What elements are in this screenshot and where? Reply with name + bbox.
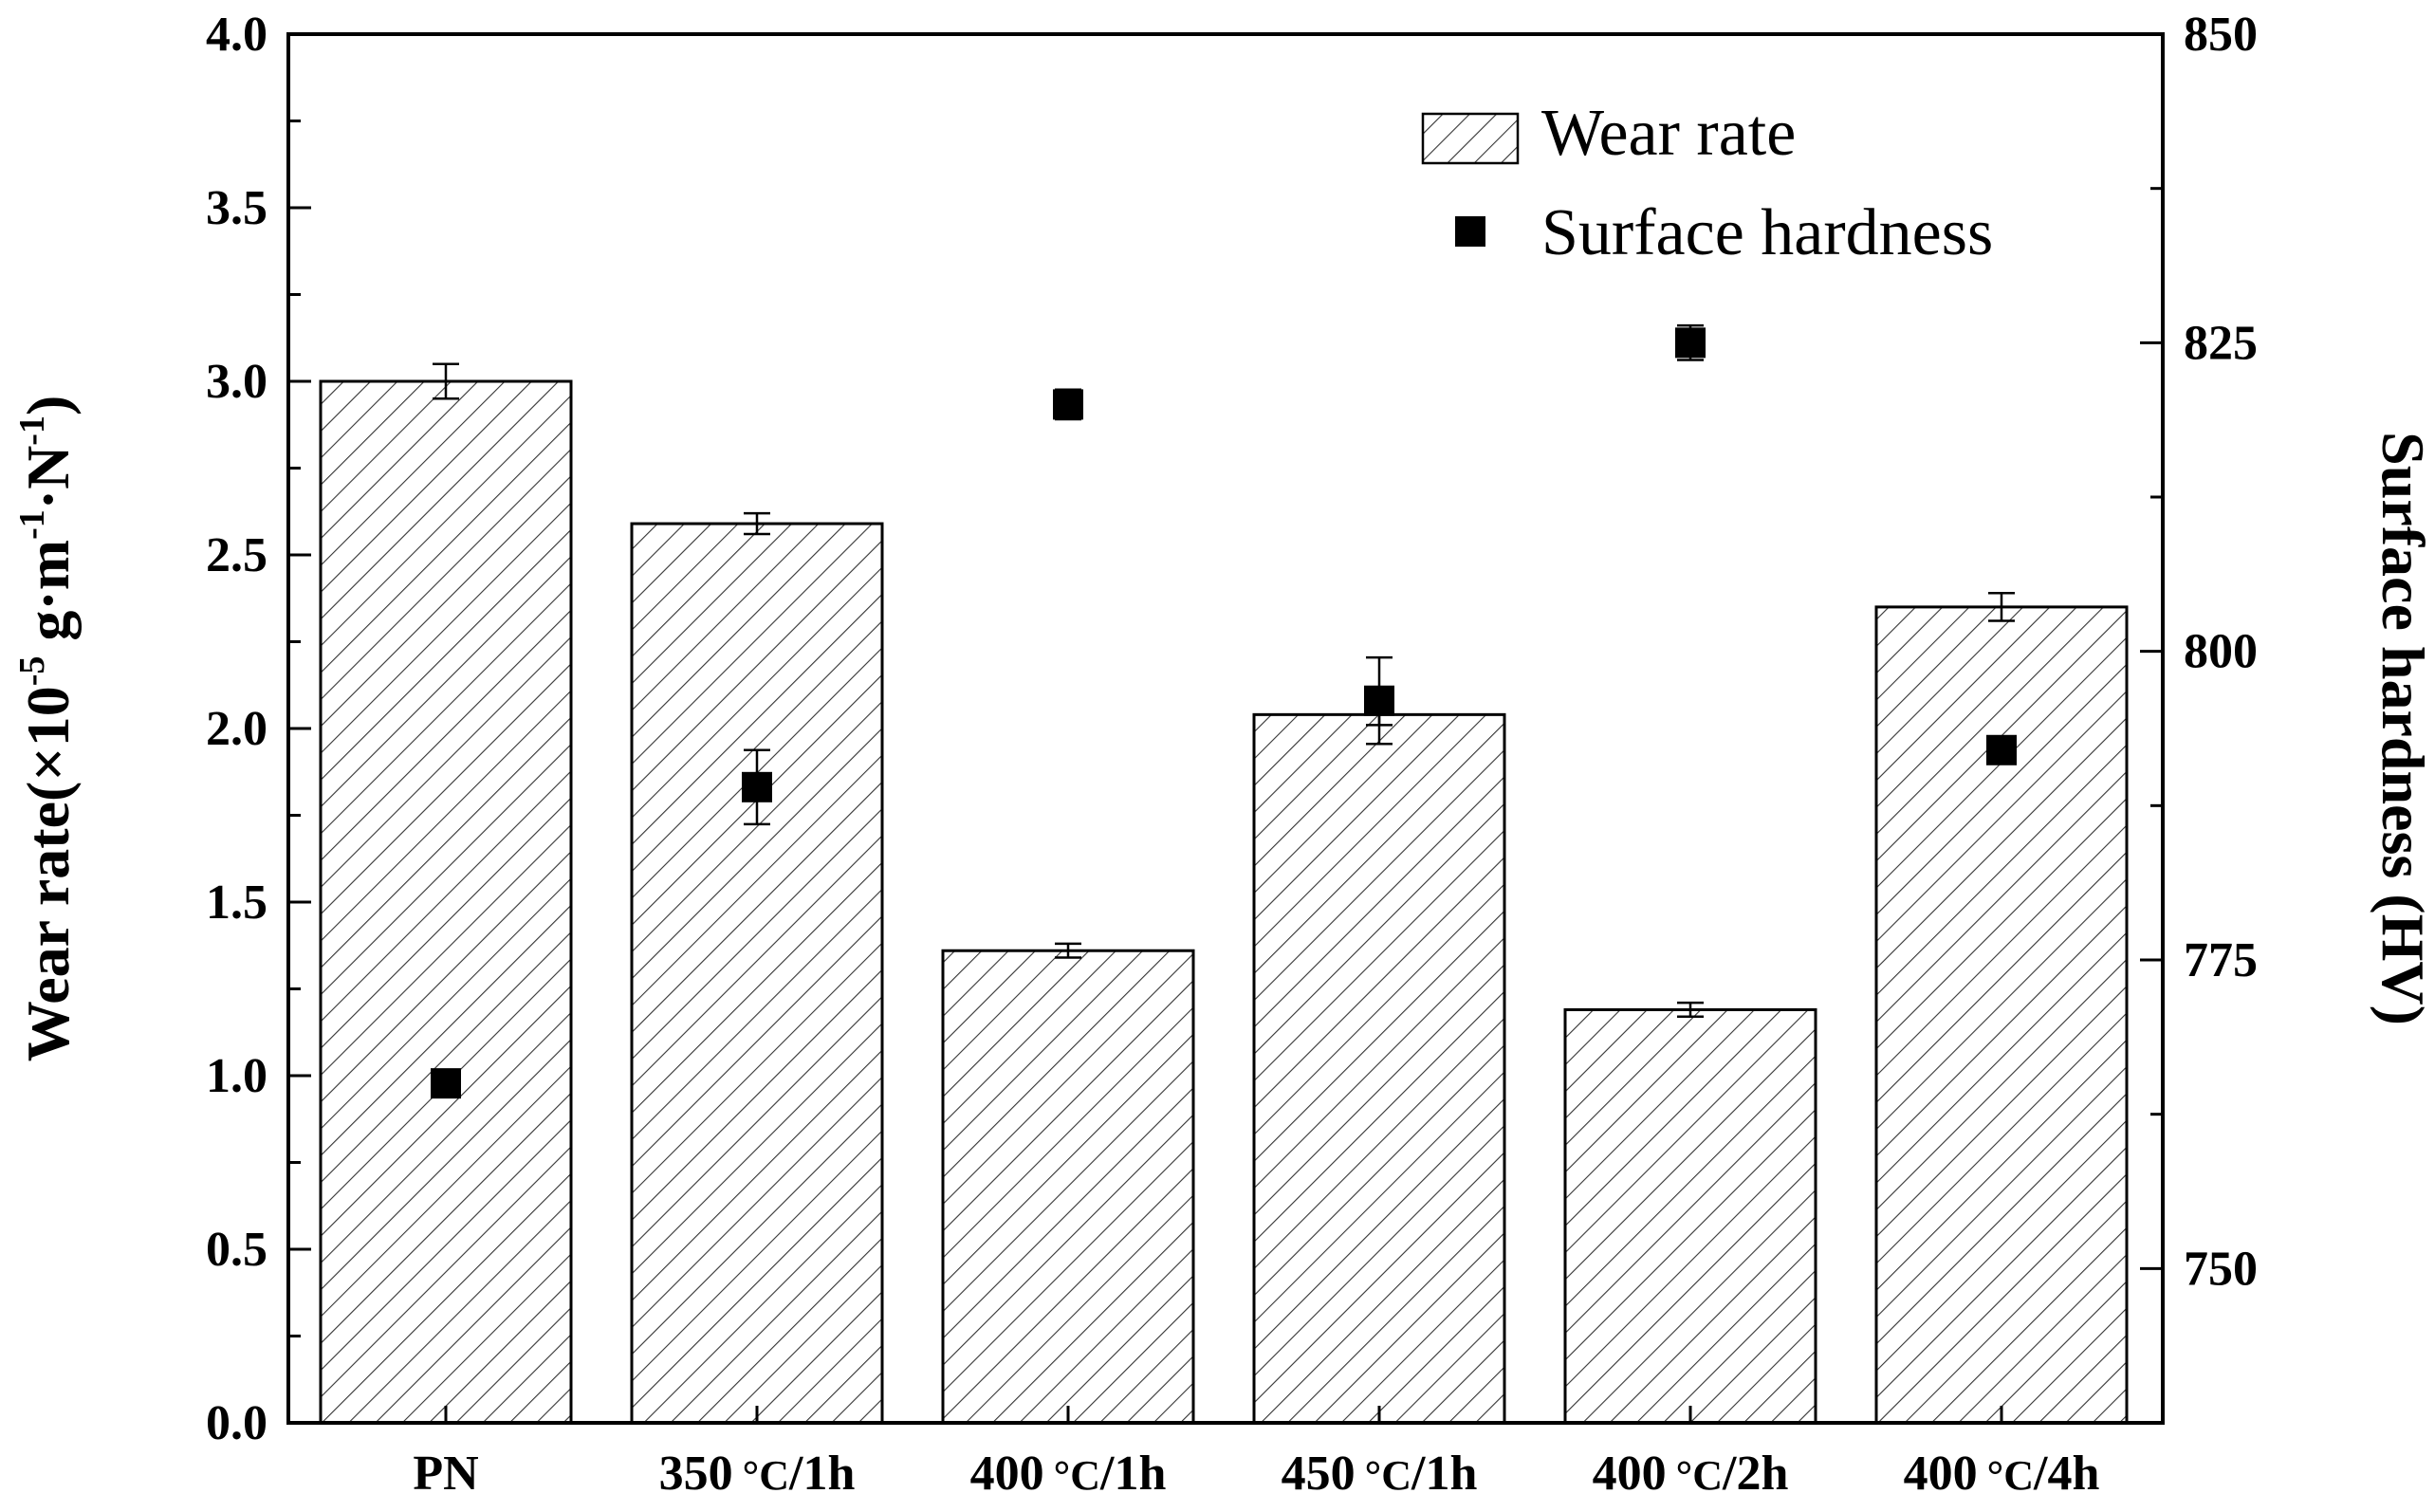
right-tick-label: 825 — [2184, 316, 2258, 370]
left-axis-ticks: 0.0 0.5 1.0 1.5 2.0 2.5 3.0 3.5 4.0 — [206, 8, 311, 1450]
bar-wear-rate — [1563, 1007, 1817, 1425]
legend-label-surface-hardness: Surface hardness — [1541, 196, 1993, 269]
point-surface-hardness — [1364, 685, 1394, 716]
x-tick-label: PN — [413, 1447, 478, 1501]
left-axis-title: Wear rate(×10-5 g·m-1·N-1) — [12, 396, 82, 1062]
bar-wear-rate — [630, 522, 884, 1425]
bar-wear-rate — [1252, 712, 1506, 1425]
legend-swatch-wear-rate — [1421, 112, 1520, 165]
left-tick-label: 0.5 — [206, 1223, 267, 1277]
left-tick-label: 1.5 — [206, 876, 267, 930]
left-tick-label: 0.0 — [206, 1396, 267, 1450]
left-tick-label: 4.0 — [206, 8, 267, 62]
x-tick-label: 450 °C/1h — [1282, 1447, 1478, 1501]
x-tick-label: 400 °C/1h — [970, 1447, 1167, 1501]
left-tick-label: 2.0 — [206, 702, 267, 756]
bar-wear-rate — [319, 379, 573, 1425]
point-surface-hardness — [1053, 389, 1083, 420]
left-tick-label: 2.5 — [206, 528, 267, 582]
point-surface-hardness — [742, 771, 772, 802]
legend-label-wear-rate: Wear rate — [1541, 97, 1796, 170]
legend: Wear rate Surface hardness — [1421, 97, 1993, 269]
points-layer — [431, 327, 2017, 1099]
x-tick-label: 400 °C/4h — [1904, 1447, 2100, 1501]
bars-layer — [319, 379, 2129, 1425]
x-tick-label: 400 °C/2h — [1593, 1447, 1789, 1501]
legend-swatch-surface-hardness — [1455, 216, 1485, 247]
left-tick-label: 3.0 — [206, 355, 267, 409]
right-axis-ticks: 750 775 800 825 850 — [2140, 8, 2258, 1425]
right-tick-label: 775 — [2184, 933, 2258, 987]
bar-wear-rate — [1874, 605, 2129, 1425]
point-surface-hardness — [1986, 734, 2017, 765]
left-tick-label: 3.5 — [206, 181, 267, 235]
right-tick-label: 750 — [2184, 1242, 2258, 1296]
x-tick-label: 350 °C/1h — [659, 1447, 856, 1501]
left-tick-label: 1.0 — [206, 1049, 267, 1103]
point-surface-hardness — [431, 1068, 461, 1099]
bar-wear-rate — [941, 949, 1195, 1425]
right-tick-label: 800 — [2184, 625, 2258, 679]
right-tick-label: 850 — [2184, 8, 2258, 62]
point-surface-hardness — [1675, 327, 1706, 359]
x-axis-ticks: PN 350 °C/1h 400 °C/1h 450 °C/1h 400 °C/2h 400 °C/… — [413, 1406, 2099, 1501]
right-axis-title: Surface hardness (HV) — [2370, 432, 2435, 1025]
